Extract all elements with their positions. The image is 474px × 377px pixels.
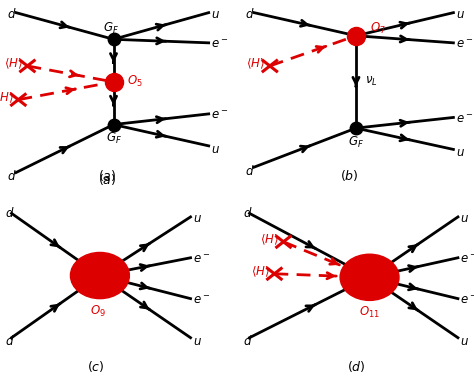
Text: $u$: $u$: [456, 147, 465, 159]
Text: $\langle H\rangle$: $\langle H\rangle$: [0, 91, 14, 105]
Text: $d$: $d$: [5, 206, 14, 221]
Text: $O_9$: $O_9$: [90, 303, 106, 319]
Text: $e^-$: $e^-$: [460, 253, 474, 266]
Text: $u$: $u$: [211, 143, 220, 156]
Text: $\langle H\rangle$: $\langle H\rangle$: [246, 57, 265, 71]
Text: $O_5$: $O_5$: [127, 74, 143, 89]
Text: $d$: $d$: [7, 169, 17, 183]
Text: $G_F$: $G_F$: [348, 135, 364, 150]
Text: $\langle H\rangle$: $\langle H\rangle$: [260, 233, 279, 247]
Ellipse shape: [71, 253, 129, 299]
Text: $d$: $d$: [5, 334, 14, 348]
Text: $d$: $d$: [245, 8, 255, 21]
Text: $e^-$: $e^-$: [456, 113, 473, 126]
Text: $\langle H\rangle$: $\langle H\rangle$: [4, 57, 23, 71]
Text: $d$: $d$: [245, 164, 255, 178]
Text: $\mathit{(b)}$: $\mathit{(b)}$: [340, 168, 358, 182]
Text: $u$: $u$: [460, 335, 469, 348]
Text: $u$: $u$: [193, 212, 202, 225]
Text: $e^-$: $e^-$: [193, 253, 210, 266]
Text: $e^-$: $e^-$: [456, 38, 473, 51]
Text: $e^-$: $e^-$: [193, 294, 210, 307]
Text: $u$: $u$: [460, 212, 469, 225]
Text: $u$: $u$: [456, 8, 465, 21]
Text: $G_F$: $G_F$: [103, 21, 119, 36]
Text: $d$: $d$: [7, 8, 17, 21]
Text: $O_7$: $O_7$: [370, 21, 385, 36]
Text: $u$: $u$: [211, 8, 220, 21]
Text: $\langle H\rangle$: $\langle H\rangle$: [251, 265, 270, 279]
Text: $(a)$: $(a)$: [98, 172, 116, 187]
Text: $e^-$: $e^-$: [211, 38, 228, 51]
Ellipse shape: [340, 254, 399, 300]
Text: $O_{11}$: $O_{11}$: [359, 305, 380, 320]
Text: $e^-$: $e^-$: [460, 294, 474, 307]
Text: $G_F$: $G_F$: [106, 131, 121, 146]
Text: $\mathit{(c)}$: $\mathit{(c)}$: [87, 359, 104, 374]
Text: $\mathit{(a)}$: $\mathit{(a)}$: [98, 168, 116, 182]
Text: $d$: $d$: [243, 334, 252, 348]
Text: $e^-$: $e^-$: [211, 109, 228, 122]
Text: $\mathit{(d)}$: $\mathit{(d)}$: [346, 359, 365, 374]
Text: $d$: $d$: [243, 206, 252, 221]
Text: $\nu_L$: $\nu_L$: [365, 75, 378, 89]
Text: $u$: $u$: [193, 335, 202, 348]
